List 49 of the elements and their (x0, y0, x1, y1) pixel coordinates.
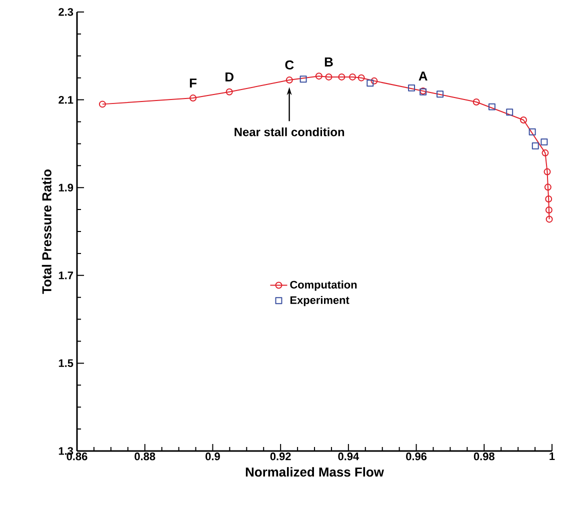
point (190, 94, 197, 102)
point (528, 128, 536, 136)
annotation: D (226, 72, 234, 82)
annotation: F (190, 78, 197, 88)
legend-label: Computation (290, 280, 357, 291)
x-tick-label: 0.88 (134, 452, 156, 460)
point (506, 108, 514, 116)
point (540, 138, 548, 146)
point (544, 168, 551, 176)
x-tick-label: 0.9 (206, 452, 220, 460)
point (545, 196, 552, 202)
annotation: B (324, 58, 333, 66)
x-tick-label: 0.98 (474, 452, 494, 460)
point (338, 73, 346, 80)
annotation: C (285, 60, 294, 70)
point (98, 100, 106, 108)
legend-label: Experiment (290, 296, 350, 306)
point (408, 84, 416, 92)
point (325, 73, 332, 80)
point (300, 76, 307, 83)
y-tick-label: 1.7 (58, 272, 73, 280)
point (472, 98, 480, 106)
point (436, 90, 444, 98)
x-tick-label: 0.92 (270, 452, 291, 460)
point (544, 184, 552, 191)
point (370, 77, 378, 84)
y-tick-label: 1.9 (58, 184, 74, 192)
point (545, 206, 552, 214)
y-tick-label: 1.5 (58, 359, 74, 368)
point (520, 116, 527, 124)
point (315, 72, 322, 80)
point (366, 80, 374, 87)
x-axis-title: Normalized Mass Flow (246, 467, 384, 477)
y-tick-label: 2.3 (58, 8, 74, 16)
x-tick-label: 0.96 (406, 452, 427, 460)
annotation: Near stall condition (234, 127, 344, 136)
y-axis-title: Total Pressure Ratio (42, 170, 52, 294)
x-tick-label: 0.94 (338, 452, 360, 460)
x-tick-label: 0.86 (66, 452, 88, 460)
point (226, 88, 233, 96)
annotation: A (418, 72, 428, 80)
y-tick-label: 2.1 (58, 96, 74, 104)
point (488, 103, 496, 110)
point (349, 73, 356, 80)
point (532, 142, 539, 150)
x-tick-label: 1 (550, 452, 555, 460)
point (286, 76, 293, 84)
point (358, 74, 365, 82)
point (542, 149, 549, 156)
